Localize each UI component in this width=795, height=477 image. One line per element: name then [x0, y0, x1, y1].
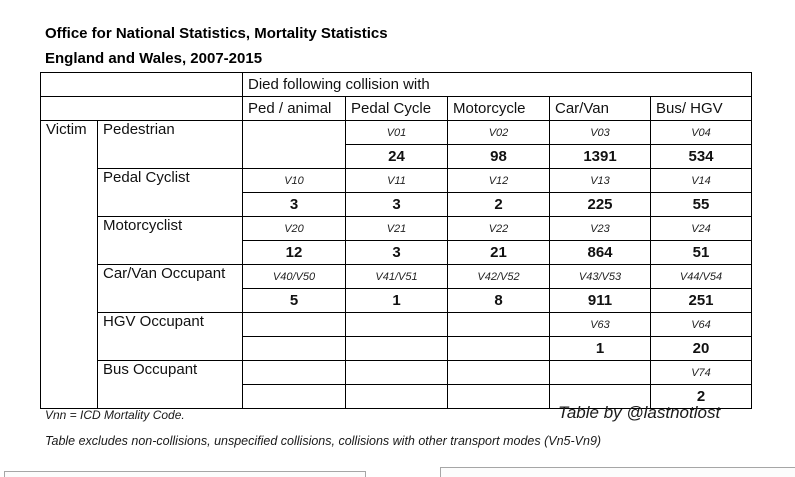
table-row-pedestrian-codes: Victim Pedestrian V01 V02 V03 V04 — [40, 120, 753, 409]
code-cell: V04 — [649, 120, 753, 145]
code-cell: V44/V54 — [649, 264, 753, 289]
value-cell — [242, 336, 346, 361]
icd-code-footnote: Vnn = ICD Mortality Code. — [45, 408, 185, 422]
code-cell — [242, 360, 346, 385]
mortality-table: Died following collision with Ped / anim… — [40, 72, 753, 409]
value-cell: 98 — [447, 144, 550, 169]
value-cell: 5 — [242, 288, 346, 313]
row-label-car-van-occupant: Car/Van Occupant — [97, 264, 243, 313]
value-cell: 24 — [345, 144, 448, 169]
code-cell: V02 — [447, 120, 550, 145]
spacer-cell — [40, 96, 243, 121]
collision-header-row: Died following collision with — [40, 72, 753, 97]
spacer-cell — [40, 72, 243, 97]
code-cell: V24 — [649, 216, 753, 241]
value-cell: 12 — [242, 240, 346, 265]
code-cell: V23 — [549, 216, 651, 241]
code-cell — [549, 360, 651, 385]
value-cell: 1 — [549, 336, 651, 361]
code-cell: V22 — [447, 216, 550, 241]
value-cell: 534 — [649, 144, 753, 169]
code-cell: V64 — [649, 312, 753, 337]
title-line-2: England and Wales, 2007-2015 — [45, 50, 263, 67]
code-cell — [242, 312, 346, 337]
table-row-pedestrian-values: 24 98 1391 534 — [41, 144, 753, 169]
value-cell — [242, 384, 346, 409]
value-cell: 20 — [649, 336, 753, 361]
value-cell — [345, 384, 448, 409]
value-cell: 251 — [649, 288, 753, 313]
table-row-bus-occupant-codes: Bus Occupant V74 — [41, 360, 753, 409]
row-label-motorcyclist: Motorcyclist — [97, 216, 243, 265]
column-header-pedal-cycle: Pedal Cycle — [345, 96, 448, 121]
code-cell: V14 — [649, 168, 753, 193]
column-header-row: Ped / animal Pedal Cycle Motorcycle Car/… — [40, 96, 753, 121]
value-cell: 1 — [345, 288, 448, 313]
value-cell — [345, 336, 448, 361]
table-row-car-van-occupant-codes: Car/Van Occupant V40/V50 V41/V51 V42/V52… — [41, 264, 753, 313]
table-row-bus-occupant-values: 2 — [41, 384, 753, 409]
row-label-pedestrian: Pedestrian — [97, 120, 243, 169]
title-line-1: Office for National Statistics, Mortalit… — [45, 25, 388, 42]
code-cell: V20 — [242, 216, 346, 241]
value-cell: 1391 — [549, 144, 651, 169]
table-row-pedal-cyclist-codes: Pedal Cyclist V10 V11 V12 V13 V14 — [41, 168, 753, 217]
column-header-motorcycle: Motorcycle — [447, 96, 550, 121]
value-cell — [447, 336, 550, 361]
code-cell: V13 — [549, 168, 651, 193]
table-row-hgv-occupant-codes: HGV Occupant V63 V64 — [41, 312, 753, 361]
value-cell: 911 — [549, 288, 651, 313]
value-cell: 3 — [345, 192, 448, 217]
value-cell: 864 — [549, 240, 651, 265]
exclusion-footnote: Table excludes non-collisions, unspecifi… — [45, 434, 602, 448]
page-title: Office for National Statistics, Mortalit… — [45, 21, 388, 71]
code-cell: V21 — [345, 216, 448, 241]
code-cell: V43/V53 — [549, 264, 651, 289]
code-cell — [447, 360, 550, 385]
value-cell: 2 — [447, 192, 550, 217]
table-row-motorcyclist-values: 12 3 21 864 51 — [41, 240, 753, 265]
code-cell: V40/V50 — [242, 264, 346, 289]
table-row-motorcyclist-codes: Motorcyclist V20 V21 V22 V23 V24 — [41, 216, 753, 265]
value-cell: 21 — [447, 240, 550, 265]
row-label-pedal-cyclist: Pedal Cyclist — [97, 168, 243, 217]
column-header-ped-animal: Ped / animal — [242, 96, 346, 121]
value-cell: 3 — [345, 240, 448, 265]
code-cell: V41/V51 — [345, 264, 448, 289]
code-cell: V10 — [242, 168, 346, 193]
code-cell: V63 — [549, 312, 651, 337]
code-cell: V42/V52 — [447, 264, 550, 289]
value-cell: 51 — [649, 240, 753, 265]
column-header-car-van: Car/Van — [549, 96, 651, 121]
victim-header-cell: Victim — [40, 120, 98, 409]
value-cell: 55 — [649, 192, 753, 217]
empty-merged-cell — [242, 120, 346, 169]
code-cell: V12 — [447, 168, 550, 193]
row-label-hgv-occupant: HGV Occupant — [97, 312, 243, 361]
value-cell — [549, 384, 651, 409]
collision-header-cell: Died following collision with — [241, 72, 753, 97]
value-cell: 225 — [549, 192, 651, 217]
code-cell: V11 — [345, 168, 448, 193]
value-cell: 8 — [447, 288, 550, 313]
row-label-bus-occupant: Bus Occupant — [97, 360, 243, 409]
value-cell: 2 — [649, 384, 753, 409]
code-cell: V01 — [345, 120, 448, 145]
column-header-bus-hgv: Bus/ HGV — [649, 96, 753, 121]
value-cell: 3 — [242, 192, 346, 217]
code-cell: V74 — [649, 360, 753, 385]
cutoff-box-left — [4, 471, 366, 477]
code-cell — [447, 312, 550, 337]
table-credit: Table by @lastnotlost — [558, 403, 721, 422]
code-cell — [345, 360, 448, 385]
value-cell — [447, 384, 550, 409]
code-cell: V03 — [549, 120, 651, 145]
code-cell — [345, 312, 448, 337]
cutoff-box-right — [440, 467, 795, 477]
